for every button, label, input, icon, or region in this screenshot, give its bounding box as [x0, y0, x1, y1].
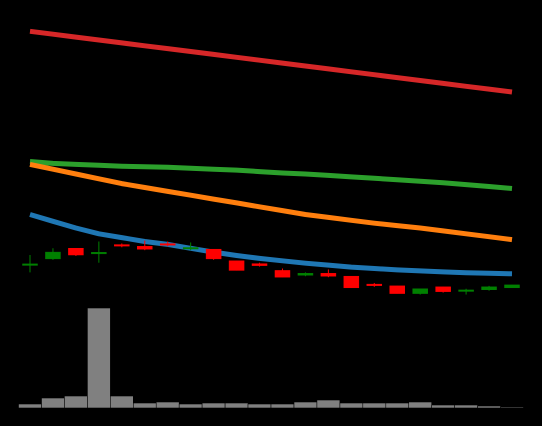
- candle-body: [205, 248, 222, 260]
- line-series-3: [29, 161, 513, 243]
- line-series-4: [29, 212, 513, 277]
- candlestick-22: [504, 284, 520, 289]
- volume-bar-22: [500, 406, 524, 409]
- volume-bar-18: [408, 401, 433, 409]
- volume-panel: [18, 307, 524, 409]
- candle-body: [274, 270, 291, 278]
- candle-body: [366, 283, 383, 286]
- candlestick-8: [182, 242, 199, 251]
- candlestick-21: [481, 285, 497, 291]
- volume-bar-15: [339, 402, 364, 409]
- candlestick-16: [366, 282, 383, 287]
- candlestick-14: [320, 269, 337, 278]
- volume-bar-10: [224, 402, 249, 409]
- candle-body: [297, 273, 314, 276]
- line-series-2: [29, 159, 513, 191]
- volume-bar-2: [41, 397, 65, 409]
- volume-bar-9: [201, 402, 226, 409]
- volume-bar-20: [454, 404, 478, 409]
- candlestick-1: [22, 255, 38, 273]
- candle-body: [228, 260, 245, 271]
- candle-body: [504, 284, 520, 289]
- candlestick-10: [228, 260, 245, 271]
- candle-body: [412, 288, 428, 294]
- candle-body: [45, 251, 61, 260]
- volume-bar-11: [247, 403, 272, 409]
- price-panel: [22, 28, 520, 295]
- candle-body: [389, 285, 405, 294]
- candle-body: [320, 273, 337, 277]
- candle-body: [182, 247, 199, 250]
- candlestick-11: [251, 262, 268, 267]
- candle-body: [481, 286, 497, 290]
- candle-body: [458, 289, 474, 292]
- candlestick-13: [297, 272, 314, 277]
- candlestick-3: [68, 248, 84, 256]
- candlestick-5: [114, 243, 130, 248]
- candle-body: [159, 243, 176, 246]
- volume-bar-13: [293, 401, 318, 409]
- candle-body: [68, 248, 84, 256]
- candlestick-17: [389, 285, 405, 294]
- candlestick-18: [412, 288, 428, 295]
- candle-body: [22, 263, 38, 266]
- volume-bar-7: [155, 401, 180, 409]
- line-series-1: [29, 28, 513, 95]
- volume-bar-8: [178, 403, 203, 409]
- volume-bar-6: [133, 402, 157, 409]
- candlestick-2: [45, 248, 61, 260]
- candle-body: [137, 246, 153, 250]
- candle-body: [343, 275, 360, 289]
- volume-bar-19: [431, 404, 456, 409]
- volume-bar-5: [110, 395, 134, 409]
- volume-bar-4: [87, 307, 111, 409]
- volume-bar-17: [385, 402, 410, 409]
- volume-bar-1: [18, 403, 42, 409]
- candlestick-4: [91, 241, 107, 263]
- volume-bar-12: [270, 403, 295, 409]
- candle-body: [91, 252, 107, 255]
- candlestick-6: [137, 240, 153, 251]
- candlestick-19: [435, 286, 451, 293]
- candlestick-9: [205, 248, 222, 260]
- candle-body: [435, 286, 451, 292]
- candlestick-20: [458, 288, 474, 295]
- candle-body: [251, 263, 268, 266]
- volume-bar-21: [477, 405, 501, 409]
- candlestick-7: [159, 241, 176, 247]
- volume-bar-3: [64, 395, 88, 409]
- volume-bar-16: [362, 402, 387, 409]
- volume-bar-14: [316, 399, 341, 409]
- candle-body: [114, 244, 130, 247]
- candlestick-15: [343, 275, 360, 289]
- candlestick-12: [274, 268, 291, 278]
